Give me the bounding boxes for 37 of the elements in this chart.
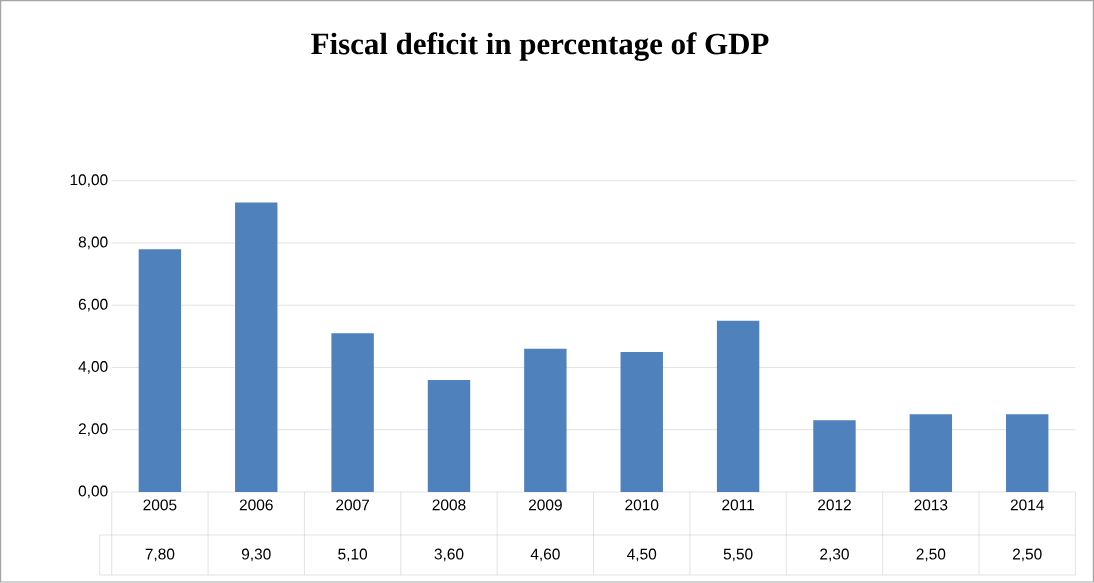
bar	[331, 333, 374, 493]
y-tick-label: 10,00	[70, 174, 108, 188]
chart-title: Fiscal deficit in percentage of GDP	[311, 32, 769, 62]
data-label: 5,50	[723, 548, 753, 562]
data-label: 5,10	[338, 548, 368, 562]
x-tick-label: 2009	[528, 499, 562, 511]
y-tick-label: 8,00	[78, 236, 108, 250]
x-tick-label: 2013	[914, 499, 948, 511]
data-label: 2,50	[916, 548, 946, 562]
bar	[813, 420, 856, 493]
x-tick-label: 2005	[143, 499, 177, 511]
bar	[235, 202, 278, 493]
data-label: 3,60	[434, 548, 464, 562]
bar	[909, 414, 953, 493]
data-label: 2,50	[1012, 548, 1042, 562]
bar	[524, 348, 567, 493]
y-tick-label: 0,00	[78, 485, 108, 499]
y-tick-label: 4,00	[78, 361, 108, 375]
x-tick-label: 2006	[239, 499, 273, 511]
data-label: 4,50	[627, 548, 657, 562]
data-label: 7,80	[145, 548, 175, 562]
bar	[716, 320, 760, 493]
bar	[620, 352, 663, 493]
bar	[138, 249, 182, 493]
x-tick-label: 2010	[625, 499, 659, 511]
x-tick-label: 2012	[818, 499, 851, 511]
x-tick-label: 2014	[1010, 499, 1044, 511]
data-label: 9,30	[241, 548, 271, 562]
y-tick-label: 2,00	[78, 423, 108, 437]
bar	[1006, 414, 1049, 493]
y-tick-label: 6,00	[78, 299, 108, 312]
x-tick-label: 2011	[722, 499, 754, 511]
x-tick-label: 2007	[336, 499, 370, 511]
data-label: 4,60	[530, 548, 560, 562]
x-tick-label: 2008	[432, 499, 466, 511]
data-label: 2,30	[820, 548, 849, 562]
bar	[427, 380, 471, 493]
